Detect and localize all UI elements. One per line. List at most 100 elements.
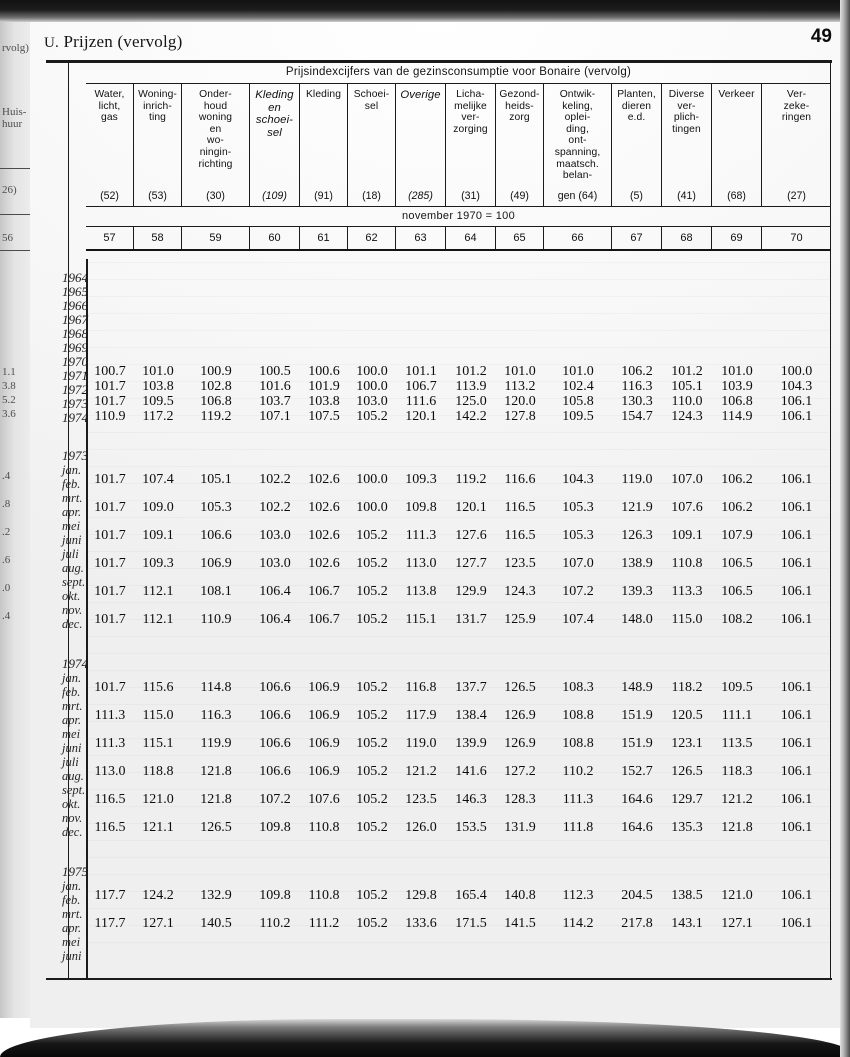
table-cell: 107.9 (721, 528, 753, 543)
table-row: 110.9 117.2 119.2 107.1 107.5 105.2 120.1 142.2… (86, 408, 831, 425)
table-cell: 117.7 (94, 916, 126, 931)
column-header-code: (49) (510, 190, 529, 202)
table-cell: 107.4 (142, 472, 174, 487)
table-cell: 121.2 (721, 792, 753, 807)
table-cell: 108.2 (721, 612, 753, 627)
column-header-11: Planten, dieren e.d. (5) (612, 84, 662, 206)
column-number-63: 63 (396, 227, 446, 249)
table-cell: 143.1 (671, 916, 703, 931)
row-label-juli: juli (62, 547, 79, 561)
table-cell: 116.5 (504, 500, 536, 515)
table-cell: 106.4 (259, 612, 291, 627)
table-cell: 106.8 (200, 394, 232, 409)
table-row: 117.7 127.1 140.5 110.2 111.2 105.2 133.6 171.5… (86, 915, 831, 932)
row-label-mei: mei (62, 935, 81, 949)
table-cell: 106.1 (780, 528, 813, 543)
table-body: 100.7 101.0 100.9 100.5 100.6 100.0 101.1 101.2… (86, 259, 831, 959)
table-cell: 106.1 (780, 409, 813, 424)
table-cell: 137.7 (455, 680, 487, 695)
table-cell: 116.5 (94, 792, 126, 807)
row-label-1973: 1973 (62, 448, 88, 463)
table-cell: 102.6 (308, 472, 340, 487)
facing-page-fragment: .4 (2, 470, 11, 482)
column-header-8: Licha-melijke ver-zorging (31) (446, 84, 496, 206)
table-cell: 106.1 (780, 736, 813, 751)
table-cell: 105.2 (356, 680, 388, 695)
header-rule (46, 60, 832, 63)
table-cell: 107.6 (671, 500, 703, 515)
table-cell: 108.8 (562, 736, 594, 751)
table-cell: 119.2 (455, 472, 487, 487)
table-cell: 106.6 (259, 764, 291, 779)
table-cell: 148.9 (621, 680, 653, 695)
column-header-6: Schoei-sel (18) (348, 84, 396, 206)
table-cell: 121.9 (621, 500, 653, 515)
table-cell: 101.7 (94, 556, 126, 571)
table-cell: 113.2 (504, 379, 536, 394)
table-cell: 105.2 (356, 584, 388, 599)
row-label-jan: jan. (62, 463, 82, 477)
table-cell: 126.5 (200, 820, 232, 835)
column-header-code: (27) (787, 190, 806, 202)
table-cell: 106.1 (780, 556, 813, 571)
table-cell: 131.9 (504, 820, 536, 835)
table-cell: 110.2 (259, 916, 291, 931)
table-cell: 107.2 (259, 792, 291, 807)
table-cell: 109.3 (142, 556, 174, 571)
row-label-dec: dec. (62, 617, 83, 631)
table-cell: 106.1 (780, 500, 813, 515)
table-cell: 115.0 (671, 612, 703, 627)
column-header-code: (31) (461, 190, 480, 202)
table-cell: 107.0 (562, 556, 594, 571)
table-cell: 105.2 (356, 764, 388, 779)
row-label-feb: feb. (62, 477, 81, 491)
column-header-label: Onder-houd woning en wo-ningin-richting (198, 89, 233, 170)
row-label-dec: dec. (62, 825, 83, 839)
table-cell: 106.8 (721, 394, 753, 409)
column-header-label: Overige (400, 89, 441, 101)
table-cell: 103.8 (308, 394, 340, 409)
column-header-label: Kleding (305, 89, 342, 100)
table-cell: 106.9 (308, 680, 340, 695)
row-label-okt: okt. (62, 589, 81, 603)
table-cell: 109.8 (259, 888, 291, 903)
column-header-label: Gezond-heids-zorg (499, 89, 540, 124)
row-label-feb: feb. (62, 893, 81, 907)
table-cell: 105.2 (356, 556, 388, 571)
table-row: 101.7 107.4 105.1 102.2 102.6 100.0 109.3 119.2… (86, 471, 831, 488)
table-cell: 103.0 (259, 528, 291, 543)
table-cell: 107.5 (308, 409, 340, 424)
table-cell: 105.3 (562, 500, 594, 515)
table-cell: 101.0 (721, 364, 753, 379)
table-cell: 112.3 (562, 888, 594, 903)
running-head-section: U. (44, 35, 59, 51)
facing-page-fragment: 5.2 (2, 394, 16, 406)
table-cell: 114.2 (562, 916, 594, 931)
table-cell: 109.5 (562, 409, 594, 424)
table-cell: 151.9 (621, 708, 653, 723)
table-cell: 117.7 (94, 888, 126, 903)
table-cell: 113.8 (405, 584, 437, 599)
column-number-70: 70 (790, 232, 803, 244)
table-cell: 106.7 (405, 379, 437, 394)
facing-page-fragment: huur (2, 118, 23, 130)
table-cell: 105.2 (356, 736, 388, 751)
table-cell: 123.5 (405, 792, 437, 807)
column-header-label: Ver-zeke-ringen (781, 89, 812, 124)
table-cell: 125.9 (504, 612, 536, 627)
table-cell: 105.2 (356, 612, 388, 627)
table-cell: 109.8 (259, 820, 291, 835)
column-header-code: (285) (408, 190, 433, 202)
table-cell: 106.1 (780, 916, 813, 931)
table-cell: 102.2 (259, 500, 291, 515)
table-cell: 106.5 (721, 556, 753, 571)
table-cell: 107.2 (562, 584, 594, 599)
table-cell: 126.5 (671, 764, 703, 779)
table-cell: 110.8 (308, 820, 340, 835)
table-cell: 125.0 (455, 394, 487, 409)
column-header-2: Woning-inrich-ting (53) (134, 84, 182, 206)
table-cell: 135.3 (671, 820, 703, 835)
table-cell: 110.8 (308, 888, 340, 903)
table-cell: 124.3 (671, 409, 703, 424)
facing-page-rule (0, 250, 36, 251)
